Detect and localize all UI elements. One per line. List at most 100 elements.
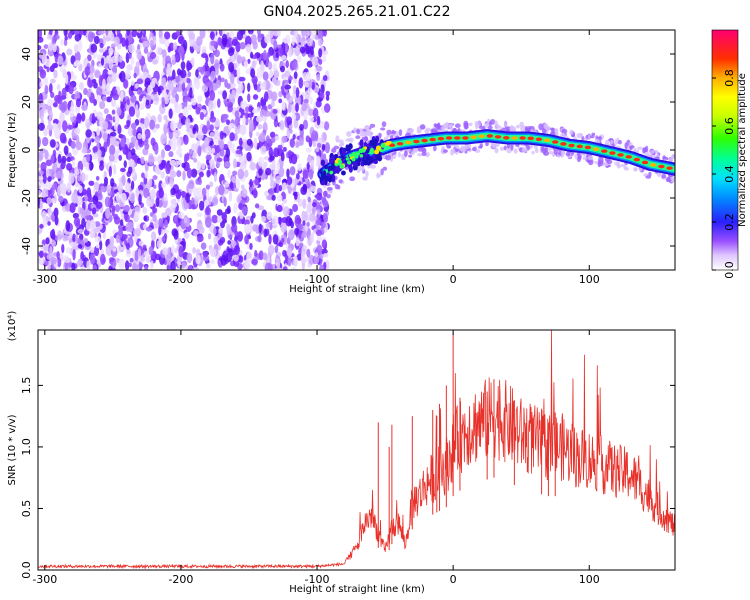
noise-speckle — [242, 138, 247, 143]
noise-speckle — [249, 51, 254, 59]
ridge-peak — [494, 135, 502, 139]
noise-speckle — [278, 184, 283, 192]
ridge-speckle — [381, 121, 387, 128]
noise-speckle — [270, 137, 276, 143]
onset-speckle — [347, 144, 351, 152]
ridge-speckle — [404, 150, 408, 157]
noise-speckle — [221, 211, 227, 221]
ridge-speckle — [486, 121, 490, 128]
noise-speckle — [203, 251, 208, 258]
ridge-speckle — [541, 148, 546, 154]
noise-speckle — [165, 207, 172, 216]
onset-speckle — [373, 159, 378, 165]
noise-speckle — [89, 65, 95, 74]
noise-speckle — [247, 58, 251, 64]
noise-speckle — [162, 229, 169, 234]
noise-speckle — [306, 162, 310, 170]
noise-speckle — [137, 248, 142, 259]
ridge-speckle — [515, 124, 520, 129]
noise-speckle — [244, 169, 249, 178]
ridge-speckle — [455, 148, 459, 152]
noise-speckle — [269, 131, 276, 139]
noise-speckle — [314, 87, 319, 94]
noise-speckle — [38, 122, 45, 131]
noise-speckle — [277, 144, 283, 150]
noise-speckle — [249, 178, 253, 188]
noise-speckle — [105, 35, 111, 42]
noise-speckle — [63, 145, 69, 155]
noise-speckle — [312, 216, 318, 221]
noise-speckle — [270, 100, 275, 108]
ridge-peak — [601, 149, 608, 153]
x-tick-label: 0 — [450, 573, 457, 586]
noise-speckle — [273, 40, 278, 50]
colorbar: 0.0 0.2 0.4 0.6 0.8 Normalized spectral ampl… — [711, 29, 748, 279]
noise-speckle — [266, 211, 273, 221]
ridge-speckle — [377, 173, 382, 178]
noise-speckle — [52, 118, 59, 125]
noise-speckle — [67, 124, 74, 130]
noise-speckle — [53, 207, 59, 218]
noise-speckle — [184, 96, 188, 108]
ridge-speckle — [503, 145, 507, 151]
onset-highlight — [348, 153, 353, 158]
noise-speckle — [300, 250, 305, 262]
noise-speckle — [172, 42, 178, 51]
noise-speckle — [144, 143, 150, 150]
noise-speckle — [44, 84, 49, 95]
noise-speckle — [44, 58, 52, 68]
noise-speckle — [46, 34, 54, 40]
noise-speckle — [272, 62, 277, 72]
noise-speckle — [88, 180, 95, 186]
y-tick-label: 0.0 — [20, 561, 33, 579]
noise-speckle — [293, 191, 298, 201]
noise-speckle — [176, 68, 182, 76]
noise-speckle — [191, 204, 196, 210]
noise-speckle — [136, 52, 142, 60]
noise-speckle — [318, 58, 323, 65]
noise-speckle — [106, 96, 112, 103]
noise-speckle — [54, 34, 60, 40]
noise-speckle — [43, 127, 48, 137]
noise-speckle — [322, 75, 328, 82]
noise-speckle — [209, 124, 214, 132]
noise-speckle — [167, 80, 174, 92]
snr-frame — [37, 329, 676, 571]
noise-speckle — [165, 164, 171, 175]
noise-speckle — [304, 81, 309, 88]
noise-speckle — [171, 69, 176, 82]
noise-speckle — [190, 98, 197, 106]
ridge-speckle — [459, 147, 466, 152]
noise-speckle — [73, 62, 78, 67]
onset-speckle — [363, 142, 368, 148]
noise-speckle — [136, 89, 144, 96]
noise-speckle — [299, 123, 304, 131]
onset-speckle — [365, 155, 370, 161]
noise-speckle — [149, 189, 157, 200]
ridge-speckle — [479, 143, 483, 149]
noise-speckle — [240, 30, 246, 35]
noise-speckle — [95, 243, 100, 249]
noise-speckle — [321, 239, 328, 249]
noise-speckle — [206, 262, 211, 269]
noise-speckle — [111, 72, 117, 83]
noise-speckle — [124, 182, 131, 194]
noise-speckle — [263, 161, 268, 168]
noise-speckle — [71, 262, 76, 270]
noise-speckle — [247, 93, 251, 103]
noise-speckle — [108, 154, 115, 162]
x-tick-label: -200 — [168, 273, 193, 286]
noise-speckle — [60, 183, 67, 195]
ridge-peak — [584, 145, 592, 150]
noise-speckle — [305, 71, 311, 82]
noise-speckle — [68, 172, 75, 184]
ridge-speckle — [366, 132, 373, 137]
noise-speckle — [239, 162, 247, 170]
noise-speckle — [74, 33, 82, 42]
noise-speckle — [213, 171, 218, 183]
noise-speckle — [175, 75, 180, 84]
noise-speckle — [102, 120, 109, 130]
noise-speckle — [85, 154, 91, 163]
noise-speckle — [50, 154, 55, 164]
noise-speckle — [224, 181, 230, 188]
